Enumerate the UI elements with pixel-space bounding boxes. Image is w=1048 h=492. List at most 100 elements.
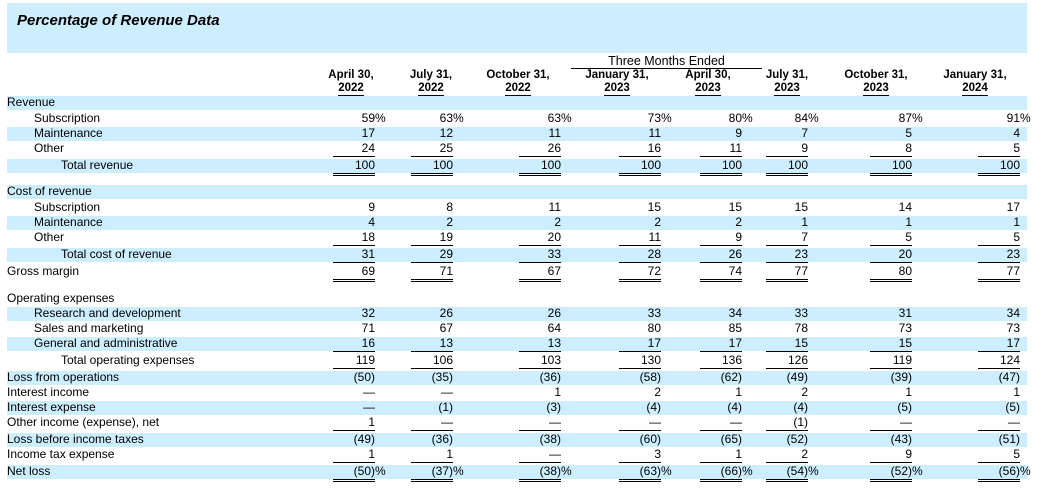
row-label: Other bbox=[34, 141, 65, 155]
table-row: Other income (expense), net 1 — — — — (1) — — bbox=[7, 415, 1047, 431]
percent-sign: % bbox=[375, 464, 386, 478]
table-cell: (52) bbox=[786, 432, 808, 446]
group-header: Three Months Ended bbox=[571, 54, 762, 69]
table-cell: — bbox=[700, 415, 742, 431]
row-band bbox=[7, 127, 1027, 141]
table-cell: 103 bbox=[519, 353, 561, 369]
table-cell: 19 bbox=[411, 230, 453, 246]
table-cell: 14 bbox=[898, 200, 912, 214]
table-cell: (1) bbox=[438, 400, 453, 414]
table-cell: 9 bbox=[870, 447, 912, 463]
row-label: Subscription bbox=[34, 111, 101, 125]
table-cell: 5 bbox=[978, 141, 1020, 157]
row-band bbox=[7, 185, 1027, 199]
table-cell: 136 bbox=[700, 353, 742, 369]
table-row: Cost of revenue bbox=[7, 184, 1047, 199]
table-cell: — bbox=[619, 415, 661, 431]
table-cell: 25 bbox=[411, 141, 453, 157]
table-cell: (51) bbox=[998, 432, 1020, 446]
percent-sign: % bbox=[808, 464, 819, 478]
table-row: Total operating expenses 119 106 103 130 136 1… bbox=[7, 353, 1047, 369]
column-header-line2: 2022 bbox=[338, 82, 364, 96]
table-row: Operating expenses bbox=[7, 291, 1047, 306]
percent-sign: % bbox=[375, 111, 386, 125]
table-cell: (58) bbox=[639, 370, 661, 384]
percent-sign: % bbox=[912, 111, 923, 125]
row-label: Operating expenses bbox=[7, 291, 115, 305]
table-cell: (62) bbox=[720, 370, 742, 384]
table-cell: 33 bbox=[647, 306, 661, 320]
row-band bbox=[7, 307, 1027, 321]
table-cell: 1 bbox=[1013, 385, 1020, 399]
table-row: Maintenance 17 12 11 11 9 7 5 4 bbox=[7, 126, 1047, 141]
table-cell: 8 bbox=[446, 200, 453, 214]
table-cell: (66) bbox=[700, 464, 742, 482]
column-header-line1: April 30, bbox=[685, 69, 731, 81]
table-cell: 1 bbox=[1013, 215, 1020, 229]
table-cell: 11 bbox=[548, 200, 561, 214]
row-label: Revenue bbox=[7, 95, 56, 109]
row-label: Subscription bbox=[34, 200, 101, 214]
table-cell: 84 bbox=[794, 111, 808, 125]
table-row: Sales and marketing 71 67 64 80 85 78 73 73 bbox=[7, 321, 1047, 336]
table-cell: 73 bbox=[647, 111, 661, 125]
table-cell: (65) bbox=[720, 432, 742, 446]
table-cell: 63 bbox=[547, 111, 561, 125]
table-cell: 2 bbox=[766, 447, 808, 463]
table-cell: 73 bbox=[1006, 321, 1020, 335]
table-cell: 3 bbox=[619, 447, 661, 463]
table-cell: 64 bbox=[547, 321, 561, 335]
table-cell: 9 bbox=[766, 141, 808, 157]
table-cell: — bbox=[363, 400, 375, 414]
table-cell: 77 bbox=[978, 264, 1020, 282]
row-band bbox=[7, 248, 1027, 262]
row-label: Total revenue bbox=[61, 158, 134, 172]
table-cell: (60) bbox=[639, 432, 661, 446]
table-cell: (4) bbox=[727, 400, 742, 414]
table-cell: 29 bbox=[411, 247, 453, 263]
table-cell: 59 bbox=[361, 111, 375, 125]
table-cell: 80 bbox=[870, 264, 912, 282]
table-row: Revenue bbox=[7, 95, 1047, 110]
table-cell: 1 bbox=[905, 215, 912, 229]
table-cell: 100 bbox=[519, 158, 561, 176]
table-cell: 20 bbox=[870, 247, 912, 263]
table-cell: 2 bbox=[654, 385, 661, 399]
percent-sign: % bbox=[453, 111, 464, 125]
column-header: April 30, 2022 bbox=[306, 69, 396, 97]
table-cell: 1 bbox=[905, 385, 912, 399]
table-row: Loss before income taxes (49) (36) (38) (60)… bbox=[7, 432, 1047, 447]
column-header-line1: October 31, bbox=[486, 69, 550, 81]
table-cell: — bbox=[441, 385, 453, 399]
row-label: Sales and marketing bbox=[34, 321, 144, 335]
page-title: Percentage of Revenue Data bbox=[17, 12, 220, 29]
percent-sign: % bbox=[661, 111, 672, 125]
table-cell: (54) bbox=[766, 464, 808, 482]
row-band bbox=[7, 433, 1027, 447]
table-cell: (47) bbox=[998, 370, 1020, 384]
row-band bbox=[7, 96, 1027, 110]
row-label: Research and development bbox=[34, 306, 181, 320]
table-cell: 1 bbox=[801, 215, 808, 229]
table-cell: 26 bbox=[700, 247, 742, 263]
table-cell: 100 bbox=[870, 158, 912, 176]
table-cell: (36) bbox=[539, 370, 561, 384]
table-cell: 9 bbox=[700, 230, 742, 246]
table-row: General and administrative 16 13 13 17 17 15 15… bbox=[7, 336, 1047, 352]
table-row: Total revenue 100 100 100 100 100 100 100 100 bbox=[7, 158, 1047, 176]
table-cell: 85 bbox=[728, 321, 742, 335]
table-cell: 2 bbox=[446, 215, 453, 229]
column-header-line1: April 30, bbox=[328, 69, 374, 81]
table-cell: — bbox=[978, 415, 1020, 431]
table-cell: 119 bbox=[333, 353, 375, 369]
table-row: Total cost of revenue 31 29 33 28 26 23 20 23 bbox=[7, 247, 1047, 263]
percent-sign: % bbox=[561, 464, 572, 478]
table-cell: 34 bbox=[728, 306, 742, 320]
table-cell: 20 bbox=[519, 230, 561, 246]
table-cell: 2 bbox=[801, 385, 808, 399]
table-cell: 11 bbox=[548, 126, 561, 140]
percent-sign: % bbox=[808, 111, 819, 125]
column-header-line1: October 31, bbox=[844, 69, 908, 81]
percent-sign: % bbox=[742, 111, 753, 125]
table-cell: 24 bbox=[333, 141, 375, 157]
